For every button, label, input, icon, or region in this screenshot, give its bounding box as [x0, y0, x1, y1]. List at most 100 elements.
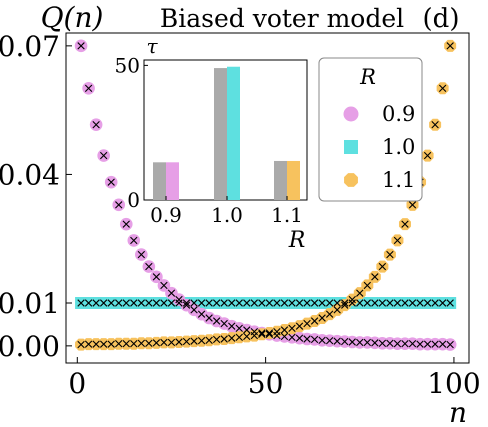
simulation-cross-r10	[130, 299, 138, 307]
simulation-cross-r10	[288, 299, 296, 307]
simulation-cross-r10	[438, 299, 447, 307]
simulation-cross-r11	[92, 340, 100, 348]
simulation-cross-r11	[235, 333, 243, 341]
simulation-cross-r09	[258, 329, 266, 337]
simulation-cross-r09	[288, 333, 296, 341]
simulation-cross-r09	[235, 324, 243, 332]
simulation-cross-r09	[167, 289, 176, 297]
simulation-cross-r11	[280, 326, 289, 334]
simulation-cross-r11	[438, 84, 447, 92]
simulation-cross-r10	[235, 299, 243, 307]
simulation-cross-r11	[273, 328, 281, 336]
simulation-cross-r10	[363, 299, 371, 307]
simulation-cross-r10	[137, 299, 146, 307]
simulation-cross-r10	[318, 299, 326, 307]
y-tick-label: 0.07	[0, 30, 60, 63]
simulation-cross-r09	[341, 337, 349, 346]
simulation-cross-r11	[363, 281, 371, 290]
simulation-cross-r10	[228, 299, 236, 307]
simulation-cross-r09	[356, 338, 364, 347]
simulation-cross-r09	[220, 319, 228, 328]
inset-bar-10	[227, 66, 240, 200]
panel-label: (d)	[423, 4, 460, 34]
simulation-cross-r09	[92, 121, 100, 129]
simulation-cross-r09	[371, 339, 379, 347]
simulation-cross-r11	[310, 317, 319, 325]
simulation-cross-r09	[122, 220, 130, 228]
simulation-cross-r10	[431, 299, 439, 307]
inset-y-tick-label: 0	[127, 188, 140, 212]
simulation-cross-r09	[423, 340, 432, 348]
simulation-cross-r10	[265, 299, 274, 307]
simulation-cross-r11	[152, 339, 161, 347]
simulation-cross-r10	[333, 299, 341, 307]
legend-marker-r10	[344, 140, 358, 154]
simulation-cross-r10	[378, 299, 387, 307]
simulation-cross-r10	[446, 299, 454, 307]
y-tick-label: 0.01	[0, 287, 60, 320]
main-data-layer	[74, 39, 457, 351]
legend-label-r10: 1.0	[382, 135, 415, 159]
simulation-cross-r11	[325, 310, 334, 318]
simulation-cross-r11	[145, 339, 153, 347]
simulation-cross-r11	[243, 332, 251, 341]
simulation-cross-r09	[197, 310, 206, 318]
simulation-cross-r10	[197, 299, 206, 307]
simulation-cross-r11	[160, 338, 168, 347]
x-tick-label: 50	[248, 367, 284, 400]
simulation-cross-r10	[325, 299, 334, 307]
simulation-cross-r10	[145, 299, 153, 307]
simulation-cross-r09	[265, 330, 274, 338]
simulation-cross-r09	[190, 306, 198, 314]
simulation-cross-r09	[333, 337, 341, 345]
inset-x-tick-label: 1.0	[211, 203, 243, 227]
simulation-cross-r10	[77, 299, 85, 307]
simulation-cross-r10	[160, 299, 168, 307]
simulation-cross-r11	[431, 121, 439, 129]
simulation-cross-r10	[107, 299, 115, 307]
simulation-cross-r10	[303, 299, 311, 307]
simulation-cross-r09	[318, 336, 326, 344]
simulation-cross-r10	[220, 299, 228, 307]
simulation-cross-r11	[107, 340, 115, 348]
simulation-cross-r10	[401, 299, 409, 307]
simulation-cross-r10	[393, 299, 402, 307]
simulation-cross-r11	[175, 338, 183, 346]
simulation-cross-r09	[363, 338, 371, 347]
simulation-cross-r09	[386, 339, 394, 347]
y-tick-label: 0.00	[0, 330, 60, 363]
simulation-cross-r11	[99, 340, 108, 348]
simulation-cross-r11	[423, 151, 432, 160]
simulation-cross-r10	[205, 299, 213, 307]
simulation-cross-r10	[212, 299, 221, 307]
simulation-cross-r09	[378, 339, 387, 347]
legend-label-r09: 0.9	[382, 102, 415, 126]
inset-bar-11	[287, 160, 300, 200]
chart-title: Biased voter model	[160, 4, 404, 33]
simulation-cross-r11	[393, 236, 402, 245]
simulation-cross-r10	[115, 299, 123, 307]
simulation-cross-r11	[303, 319, 311, 328]
simulation-cross-r11	[446, 42, 454, 50]
inset-y-axis-label: τ	[146, 34, 158, 58]
simulation-cross-r11	[115, 340, 123, 348]
simulation-cross-r10	[258, 299, 266, 307]
simulation-cross-r09	[325, 337, 334, 345]
simulation-cross-r11	[348, 295, 356, 304]
simulation-cross-r09	[438, 340, 447, 348]
simulation-cross-r11	[212, 335, 221, 344]
inset-x-tick-label: 1.1	[271, 203, 303, 227]
simulation-cross-r11	[228, 334, 236, 342]
simulation-cross-r11	[295, 322, 304, 330]
simulation-cross-r09	[393, 340, 402, 348]
simulation-cross-r09	[446, 340, 454, 349]
simulation-cross-r09	[295, 334, 304, 342]
inset-bar-09	[153, 162, 166, 200]
legend-entries: 0.9 1.0 1.1	[343, 102, 415, 192]
simulation-cross-r11	[318, 314, 326, 322]
simulation-cross-r10	[356, 299, 364, 307]
simulation-cross-r09	[115, 201, 123, 209]
simulation-cross-r10	[84, 299, 93, 307]
legend-marker-r09	[343, 106, 359, 122]
